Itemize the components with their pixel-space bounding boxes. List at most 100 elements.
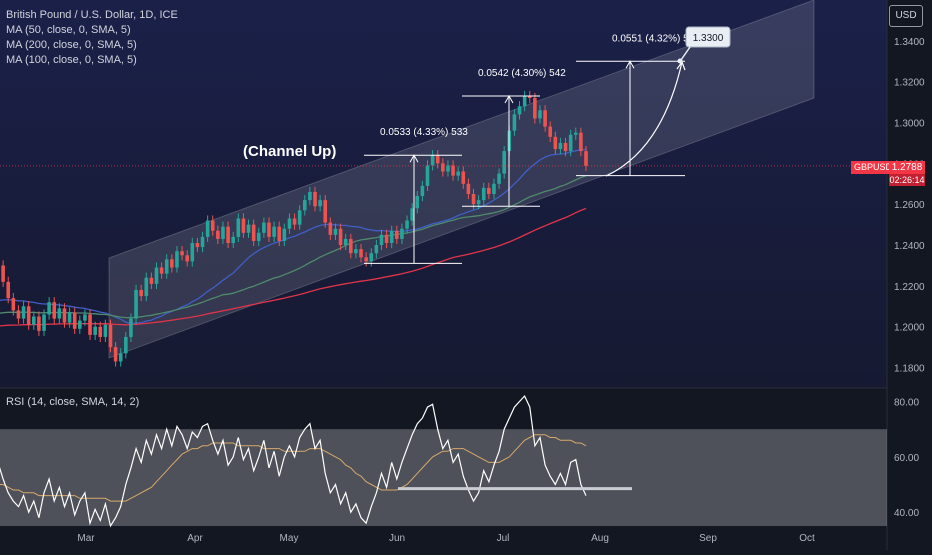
last-price-tag: GBPUSD 1.2788 02:26:14: [851, 161, 925, 187]
candle: [579, 127, 583, 157]
candle-body: [164, 259, 169, 274]
candle: [441, 158, 445, 177]
ma-200-line: [0, 207, 587, 327]
candle-body: [405, 220, 409, 229]
candle-body: [216, 230, 220, 239]
candle: [134, 284, 138, 324]
candle-body: [282, 228, 287, 241]
candle-body: [16, 310, 21, 319]
candle-body: [517, 106, 522, 115]
candle: [287, 213, 292, 234]
candle: [384, 229, 389, 249]
candle: [430, 150, 435, 171]
rsi-tick-label: 80.00: [894, 398, 919, 409]
candle-body: [221, 226, 225, 239]
candle-body: [159, 267, 164, 274]
candle-body: [113, 347, 118, 362]
candle: [543, 105, 547, 132]
measure-arrowhead: [625, 60, 635, 69]
candle-body: [210, 220, 215, 231]
candle: [6, 276, 11, 304]
candle-body: [195, 243, 200, 248]
candle: [405, 215, 409, 234]
candle: [420, 180, 425, 202]
candle-body: [425, 165, 430, 186]
candle-body: [205, 220, 210, 237]
candle: [354, 244, 358, 259]
candle: [47, 297, 51, 320]
candle-body: [522, 95, 527, 107]
currency-button[interactable]: USD: [889, 5, 923, 27]
candle: [292, 213, 297, 230]
candle-body: [487, 187, 491, 194]
candle: [318, 195, 322, 212]
price-axis-background: [887, 0, 932, 550]
candle: [558, 137, 563, 155]
candle-body: [302, 200, 307, 211]
candle-body: [175, 251, 179, 268]
candle-body: [62, 308, 67, 323]
candle: [481, 182, 486, 206]
rsi-band: [0, 429, 887, 526]
candle-body: [415, 196, 420, 209]
candle: [1, 260, 5, 287]
candle: [170, 254, 174, 273]
candle: [195, 237, 200, 253]
target-point: [677, 58, 683, 64]
target-callout: [685, 26, 731, 48]
indicator-ma-100[interactable]: MA (100, close, 0, SMA, 5): [6, 54, 137, 66]
candle: [272, 221, 276, 242]
rsi-pane-background: [0, 388, 932, 528]
candle: [364, 252, 368, 267]
price-tick-label: 1.3000: [894, 119, 925, 130]
symbol-title[interactable]: British Pound / U.S. Dollar, 1D, ICE: [6, 9, 178, 21]
candle: [497, 168, 501, 189]
candle-body: [108, 324, 113, 348]
candle: [395, 225, 399, 245]
candle-body: [476, 200, 481, 205]
price-range-measure: 0.0551 (4.32%) 551: [576, 33, 700, 177]
indicator-ma-50[interactable]: MA (50, close, 0, SMA, 5): [6, 24, 131, 36]
price-tick-label: 1.3200: [894, 78, 925, 89]
candle: [236, 213, 241, 242]
candle-body: [410, 208, 414, 221]
candle: [584, 146, 588, 171]
candle-body: [149, 277, 154, 284]
candle-body: [389, 230, 394, 244]
candle: [175, 246, 179, 273]
candle-body: [553, 136, 558, 150]
target-callout-pointer: [680, 46, 691, 61]
candle-body: [584, 151, 588, 166]
candle: [415, 190, 420, 214]
candle: [323, 195, 328, 228]
candle: [349, 233, 353, 259]
candle: [113, 342, 118, 367]
candle-body: [369, 253, 374, 262]
candle: [302, 195, 307, 216]
price-tick-label: 1.2000: [894, 323, 925, 334]
rsi-legend[interactable]: RSI (14, close, SMA, 14, 2): [6, 396, 140, 408]
candle: [262, 217, 266, 238]
candle-body: [37, 316, 41, 331]
candle-body: [144, 277, 149, 297]
target-label: 1.3300: [693, 33, 724, 44]
candle: [16, 305, 21, 324]
time-axis-label: Oct: [799, 533, 815, 544]
price-tick-label: 1.2200: [894, 282, 925, 293]
candle: [139, 284, 143, 302]
candle: [88, 309, 92, 341]
candle: [180, 246, 184, 261]
indicator-ma-200[interactable]: MA (200, close, 0, SMA, 5): [6, 39, 137, 51]
candle-body: [318, 200, 322, 207]
candle-body: [190, 243, 195, 262]
candle-body: [533, 98, 537, 119]
time-axis-label: Jun: [389, 533, 405, 544]
price-tick-label: 1.1800: [894, 364, 925, 375]
candle: [533, 92, 537, 124]
candle: [374, 239, 379, 259]
candle: [149, 272, 154, 289]
candle: [93, 321, 97, 341]
candle: [527, 90, 532, 104]
